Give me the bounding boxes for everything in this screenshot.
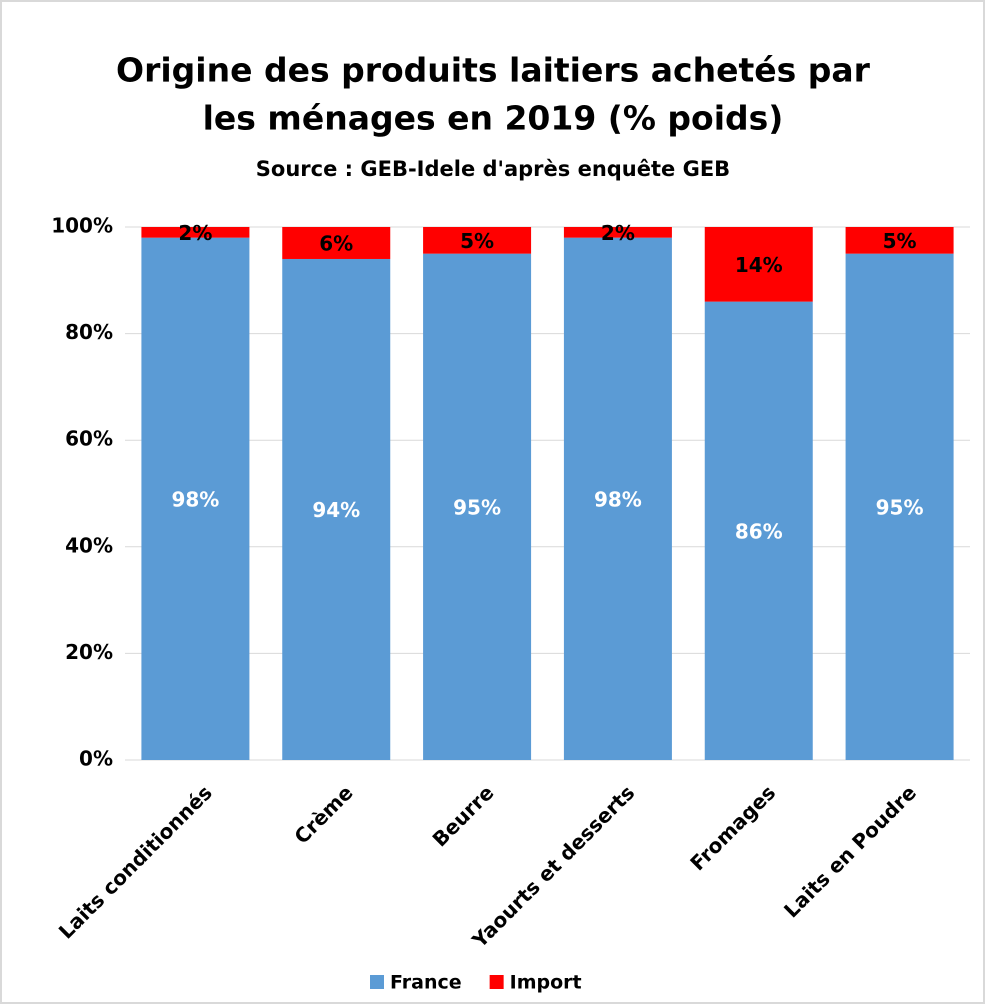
data-label: 94% bbox=[312, 498, 360, 522]
bar-segment bbox=[141, 237, 250, 760]
bar-segment bbox=[423, 253, 532, 760]
bar-segment bbox=[563, 237, 672, 760]
legend-swatch bbox=[370, 975, 384, 989]
chart-title: Origine des produits laitiers achetés pa… bbox=[116, 51, 871, 90]
y-tick-label: 0% bbox=[79, 747, 113, 771]
data-label: 95% bbox=[453, 495, 501, 519]
bar-segment bbox=[704, 227, 813, 302]
bar-segment bbox=[141, 227, 250, 238]
bar-segment bbox=[282, 258, 391, 760]
bar-segment bbox=[563, 227, 672, 238]
data-label: 14% bbox=[735, 253, 783, 277]
data-label: 5% bbox=[883, 229, 917, 253]
data-label: 2% bbox=[178, 221, 212, 245]
y-tick-label: 100% bbox=[51, 214, 113, 238]
y-tick-label: 40% bbox=[65, 533, 113, 557]
legend-swatch bbox=[489, 975, 504, 989]
bar-segment bbox=[704, 301, 813, 760]
legend-label: France bbox=[390, 972, 462, 994]
chart-subtitle: Source : GEB-Idele d'après enquête GEB bbox=[256, 157, 730, 181]
y-tick-label: 80% bbox=[65, 320, 113, 344]
data-label: 95% bbox=[876, 495, 924, 519]
data-label: 2% bbox=[601, 221, 635, 245]
bar-segment bbox=[845, 227, 954, 254]
data-label: 5% bbox=[460, 229, 494, 253]
legend-label: Import bbox=[510, 972, 582, 994]
y-tick-label: 60% bbox=[65, 427, 113, 451]
bar-segment bbox=[845, 253, 954, 760]
chart-title: les ménages en 2019 (% poids) bbox=[203, 99, 784, 138]
bar-segment bbox=[423, 227, 532, 254]
data-label: 86% bbox=[735, 519, 783, 543]
data-label: 98% bbox=[594, 487, 642, 511]
y-tick-label: 20% bbox=[65, 640, 113, 664]
bar-segment bbox=[282, 227, 391, 259]
data-label: 98% bbox=[171, 487, 219, 511]
data-label: 6% bbox=[319, 231, 353, 255]
